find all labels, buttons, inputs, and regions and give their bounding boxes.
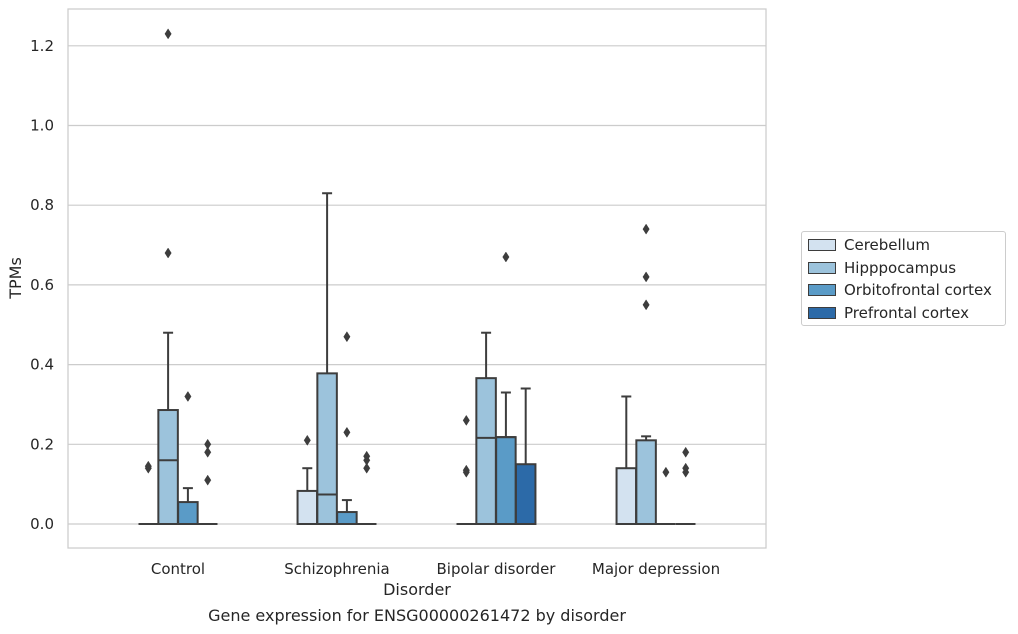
outlier-point xyxy=(662,466,670,478)
legend-label-prefrontal-cortex: Prefrontal cortex xyxy=(844,304,969,322)
outlier-point xyxy=(363,462,371,474)
x-axis-title: Disorder xyxy=(383,580,451,599)
y-tick-labels: 0.0 0.2 0.4 0.6 0.8 1.0 1.2 xyxy=(30,37,54,533)
y-tick-label: 0.6 xyxy=(30,276,54,294)
figure-caption: Gene expression for ENSG00000261472 by d… xyxy=(208,606,626,625)
x-tick-labels: Control Schizophrenia Bipolar disorder Majo… xyxy=(151,560,720,578)
box-cerebellum xyxy=(615,395,638,525)
box-hipppocampus xyxy=(316,192,338,525)
box-body xyxy=(615,467,638,525)
y-tick-label: 1.2 xyxy=(30,37,54,55)
outlier-point xyxy=(642,271,650,283)
outlier-point xyxy=(184,391,192,402)
outlier-point xyxy=(164,247,172,259)
box-hipppocampus xyxy=(157,28,179,525)
box-body xyxy=(296,489,319,525)
box-cerebellum xyxy=(138,460,159,525)
box-prefrontal-cortex xyxy=(514,387,537,526)
outlier-point xyxy=(642,299,650,311)
box-body xyxy=(495,436,517,526)
box-orbitofrontal-cortex xyxy=(177,391,199,525)
box-body xyxy=(157,409,179,525)
outlier-point xyxy=(164,28,172,40)
outlier-point xyxy=(682,446,690,458)
y-tick-label: 0.4 xyxy=(30,356,54,374)
legend-item-orbitofrontal-cortex: Orbitofrontal cortex xyxy=(808,280,992,300)
x-tick-label: Schizophrenia xyxy=(284,560,389,578)
x-tick-label: Bipolar disorder xyxy=(437,560,557,578)
outlier-point xyxy=(204,438,212,450)
box-hipppocampus xyxy=(635,223,657,525)
legend-label-cerebellum: Cerebellum xyxy=(844,236,930,254)
legend-item-hippocampus: Hipppocampus xyxy=(808,258,956,278)
box-cerebellum xyxy=(456,414,477,525)
outlier-point xyxy=(363,450,371,462)
box-body xyxy=(635,439,657,525)
x-tick-label: Control xyxy=(151,560,205,578)
box-body xyxy=(475,377,497,525)
legend-swatch-hippocampus xyxy=(808,262,836,274)
legend-item-cerebellum: Cerebellum xyxy=(808,235,930,255)
outlier-point xyxy=(144,460,152,472)
x-tick-label: Major depression xyxy=(592,560,720,578)
outlier-point xyxy=(502,251,510,263)
outlier-point xyxy=(642,223,650,235)
legend-label-orbitofrontal-cortex: Orbitofrontal cortex xyxy=(844,281,992,299)
y-axis-title: TPMs xyxy=(6,257,25,300)
legend-swatch-cerebellum xyxy=(808,239,836,251)
box-prefrontal-cortex xyxy=(356,450,377,525)
y-tick-label: 0.0 xyxy=(30,515,54,533)
box-series xyxy=(138,28,696,526)
y-tick-label: 1.0 xyxy=(30,117,54,135)
legend-swatch-prefrontal-cortex xyxy=(808,307,836,319)
legend-swatch-orbitofrontal-cortex xyxy=(808,284,836,296)
legend-item-prefrontal-cortex: Prefrontal cortex xyxy=(808,303,969,323)
outlier-point xyxy=(343,426,351,438)
outlier-point xyxy=(462,464,470,476)
box-body xyxy=(177,501,199,525)
y-tick-label: 0.8 xyxy=(30,196,54,214)
outlier-point xyxy=(343,331,351,343)
box-prefrontal-cortex xyxy=(675,446,696,525)
box-orbitofrontal-cortex xyxy=(656,466,676,525)
outlier-point xyxy=(682,462,690,474)
box-body xyxy=(316,372,338,525)
legend: Cerebellum Hipppocampus Orbitofrontal co… xyxy=(801,231,1006,326)
outlier-point xyxy=(303,434,311,446)
outlier-point xyxy=(204,474,212,486)
box-body xyxy=(336,511,358,525)
y-tick-label: 0.2 xyxy=(30,435,54,453)
box-prefrontal-cortex xyxy=(197,438,218,525)
box-orbitofrontal-cortex xyxy=(336,331,358,525)
outlier-point xyxy=(204,446,212,458)
box-orbitofrontal-cortex xyxy=(495,251,517,526)
outlier-point xyxy=(462,414,470,426)
box-hipppocampus xyxy=(475,331,497,525)
plot-frame xyxy=(67,8,767,549)
box-body xyxy=(514,463,537,526)
legend-label-hippocampus: Hipppocampus xyxy=(844,259,957,277)
